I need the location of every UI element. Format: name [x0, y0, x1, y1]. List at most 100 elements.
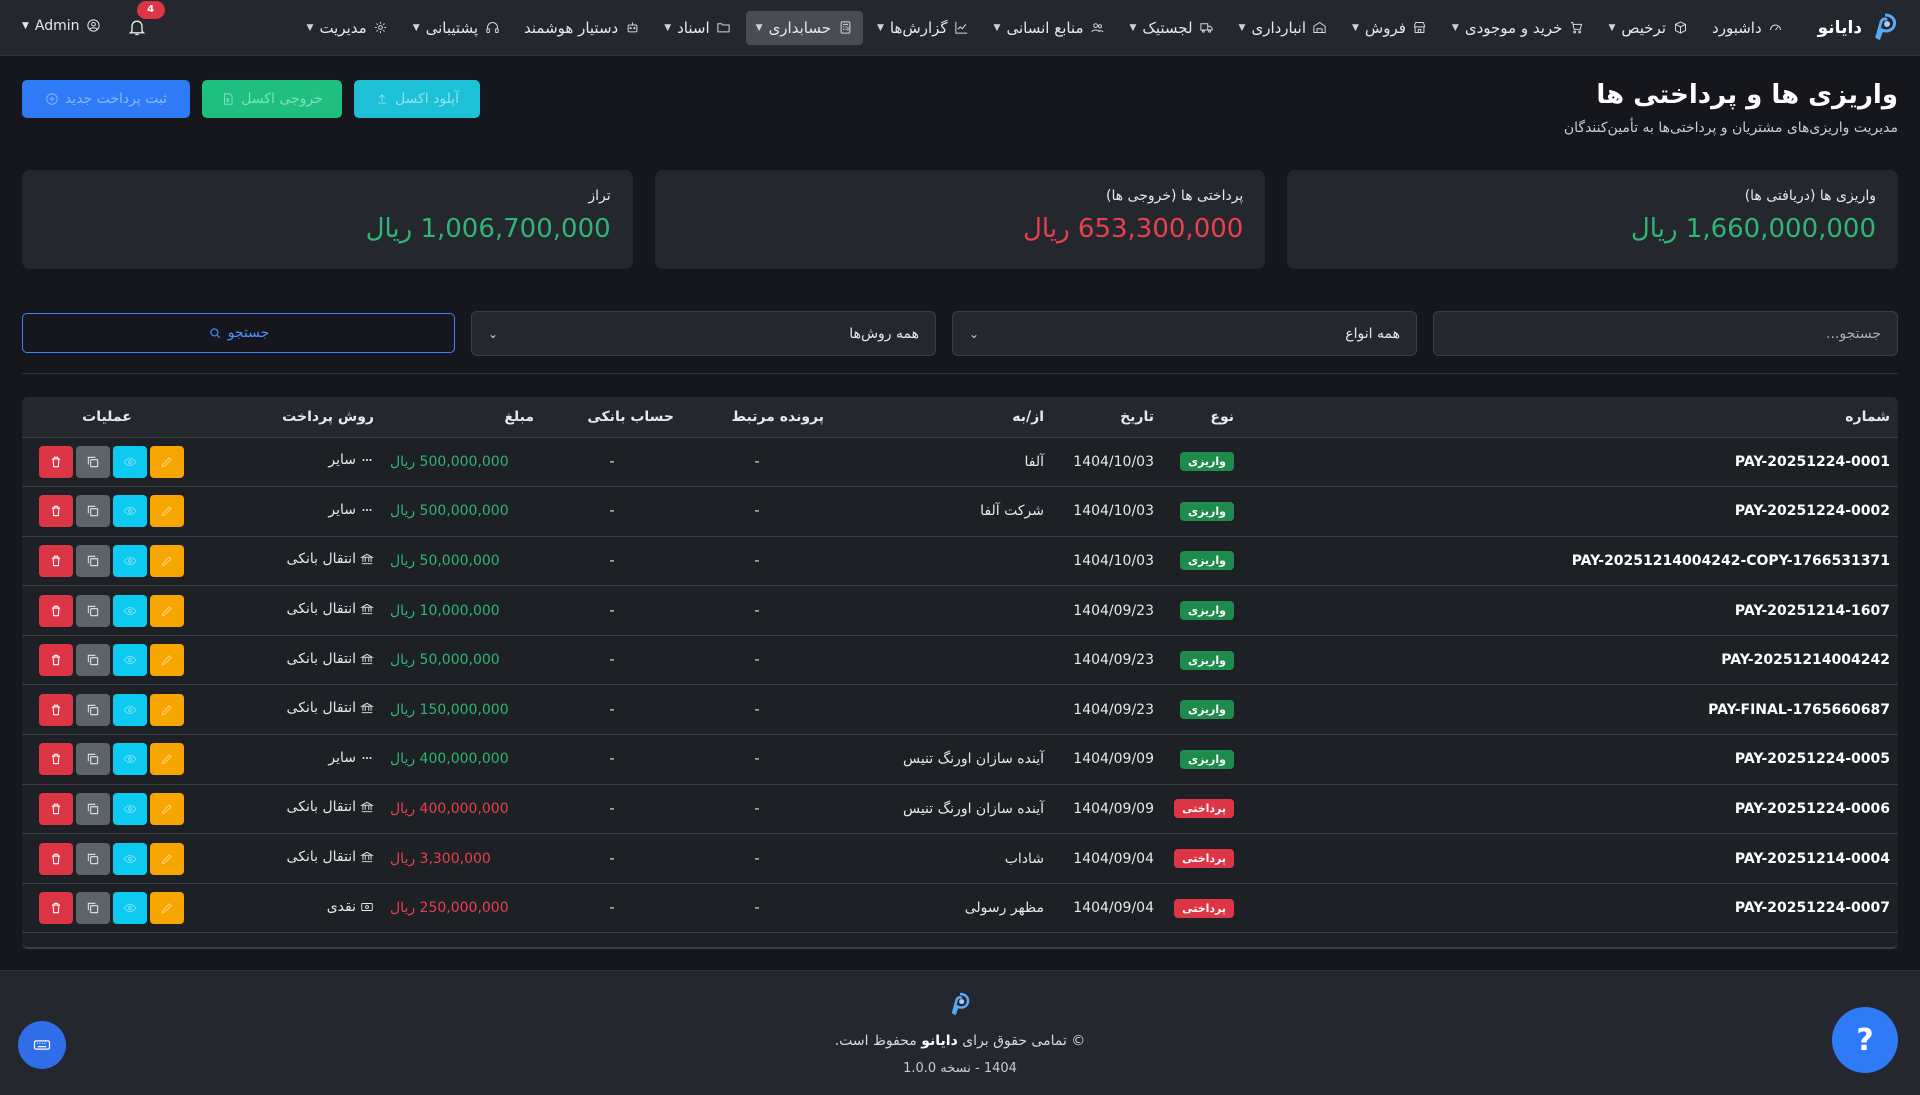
- edit-button[interactable]: [150, 544, 184, 577]
- help-button[interactable]: ?: [1832, 1007, 1898, 1073]
- nav-item-users[interactable]: منابع انسانی ▼: [984, 11, 1116, 45]
- nav-item-cart[interactable]: خرید و موجودی ▼: [1442, 11, 1595, 45]
- pencil-icon: [161, 456, 172, 468]
- caret-down-icon: ▼: [306, 22, 314, 33]
- plus-circle-icon: [46, 93, 58, 105]
- payment-number[interactable]: PAY-20251214-1607: [1242, 585, 1898, 636]
- gear-icon: [373, 20, 389, 36]
- payment-number[interactable]: PAY-20251224-0002: [1242, 486, 1898, 537]
- view-button[interactable]: [113, 792, 147, 825]
- payment-number[interactable]: PAY-20251214004242-COPY-1766531371: [1242, 536, 1898, 587]
- delete-button[interactable]: [39, 842, 73, 875]
- eye-icon: [123, 904, 137, 913]
- edit-button[interactable]: [150, 693, 184, 726]
- copy-button[interactable]: [76, 445, 110, 478]
- copy-button[interactable]: [76, 544, 110, 577]
- nav-item-headset[interactable]: پشتیبانی ▼: [403, 11, 510, 45]
- delete-button[interactable]: [39, 792, 73, 825]
- nav-item-folder[interactable]: اسناد ▼: [654, 11, 741, 45]
- view-button[interactable]: [113, 842, 147, 875]
- case-cell: -: [682, 734, 832, 785]
- search-button[interactable]: جستجو: [22, 313, 455, 353]
- type-cell: واریزی: [1162, 734, 1242, 785]
- view-button[interactable]: [113, 495, 147, 528]
- nav-item-box[interactable]: ترخیص ▼: [1598, 11, 1698, 45]
- payment-number[interactable]: PAY-20251224-0006: [1242, 784, 1898, 835]
- keyboard-shortcuts-button[interactable]: [18, 1021, 66, 1069]
- type-cell: واریزی: [1162, 635, 1242, 686]
- payment-number[interactable]: PAY-FINAL-1765660687: [1242, 684, 1898, 736]
- bank-icon: [360, 554, 374, 565]
- nav-item-chart[interactable]: گزارش‌ها ▼: [867, 11, 980, 45]
- view-button[interactable]: [113, 892, 147, 925]
- nav-item-gauge[interactable]: داشبورد: [1702, 11, 1794, 45]
- nav-item-store[interactable]: فروش ▼: [1342, 11, 1438, 45]
- new-payment-button[interactable]: ثبت پرداخت جدید: [22, 80, 190, 118]
- table-header: شماره نوع تاریخ از/به پرونده مرتبط حساب بانکی…: [22, 397, 1898, 438]
- edit-button[interactable]: [150, 892, 184, 925]
- card-value: 1,006,700,000 ریال: [365, 214, 611, 244]
- copy-button[interactable]: [76, 495, 110, 528]
- user-menu[interactable]: Admin ▼: [22, 18, 101, 34]
- delete-button[interactable]: [39, 594, 73, 627]
- trash-icon: [51, 654, 61, 666]
- copy-button[interactable]: [76, 644, 110, 677]
- copy-button[interactable]: [76, 842, 110, 875]
- caret-down-icon: ▼: [877, 22, 884, 33]
- users-icon: [1090, 20, 1106, 36]
- footer-logo-icon: [949, 991, 971, 1023]
- nav-item-robot[interactable]: دستیار هوشمند: [514, 11, 650, 45]
- user-name: Admin: [34, 17, 80, 34]
- payment-number[interactable]: PAY-20251214004242: [1242, 635, 1898, 686]
- view-button[interactable]: [113, 445, 147, 478]
- edit-button[interactable]: [150, 644, 184, 677]
- method-cell: انتقال بانکی: [192, 684, 382, 736]
- edit-button[interactable]: [150, 445, 184, 478]
- edit-button[interactable]: [150, 792, 184, 825]
- nav-item-label: داشبورد: [1712, 18, 1762, 37]
- payment-number[interactable]: PAY-20251224-0007: [1242, 883, 1898, 934]
- delete-button[interactable]: [39, 693, 73, 726]
- date-cell: 1404/09/23: [1052, 684, 1162, 736]
- actions-cell: [22, 684, 192, 736]
- table-row: PAY-20251214-0004 پرداختی 1404/09/04 شاداب -…: [22, 833, 1898, 884]
- view-button[interactable]: [113, 644, 147, 677]
- edit-button[interactable]: [150, 743, 184, 776]
- view-button[interactable]: [113, 743, 147, 776]
- edit-button[interactable]: [150, 842, 184, 875]
- copy-button[interactable]: [76, 892, 110, 925]
- delete-button[interactable]: [39, 495, 73, 528]
- payment-number[interactable]: PAY-20251214-0004: [1242, 833, 1898, 884]
- nav-item-truck[interactable]: لجستیک ▼: [1120, 11, 1225, 45]
- copy-button[interactable]: [76, 693, 110, 726]
- method-cell: سایر: [192, 486, 382, 537]
- view-button[interactable]: [113, 594, 147, 627]
- party-cell: شاداب: [832, 833, 1052, 884]
- edit-button[interactable]: [150, 495, 184, 528]
- nav-item-gear[interactable]: مدیریت ▼: [297, 11, 399, 45]
- type-select[interactable]: همه انواع ⌄: [952, 311, 1417, 356]
- view-button[interactable]: [113, 544, 147, 577]
- method-select[interactable]: همه روش‌ها ⌄: [471, 311, 936, 356]
- delete-button[interactable]: [39, 644, 73, 677]
- copy-button[interactable]: [76, 594, 110, 627]
- notifications-button[interactable]: 4: [125, 0, 165, 39]
- delete-button[interactable]: [39, 743, 73, 776]
- view-button[interactable]: [113, 693, 147, 726]
- nav-item-calculator[interactable]: حسابداری ▼: [745, 10, 863, 45]
- edit-button[interactable]: [150, 594, 184, 627]
- upload-excel-button[interactable]: آپلود اکسل: [354, 80, 480, 118]
- copy-button[interactable]: [76, 743, 110, 776]
- brand[interactable]: دایانو: [1818, 13, 1898, 43]
- delete-button[interactable]: [39, 544, 73, 577]
- type-cell: پرداختی: [1162, 784, 1242, 835]
- search-input[interactable]: جستجو...: [1433, 311, 1898, 356]
- export-excel-button[interactable]: خروجی اکسل: [202, 80, 342, 118]
- nav-item-warehouse[interactable]: انبارداری ▼: [1229, 11, 1338, 45]
- payment-number[interactable]: PAY-20251224-0005: [1242, 734, 1898, 785]
- copy-button[interactable]: [76, 792, 110, 825]
- delete-button[interactable]: [39, 892, 73, 925]
- payment-number[interactable]: PAY-20251224-0001: [1242, 437, 1898, 488]
- copy-icon: [87, 456, 99, 467]
- delete-button[interactable]: [39, 445, 73, 478]
